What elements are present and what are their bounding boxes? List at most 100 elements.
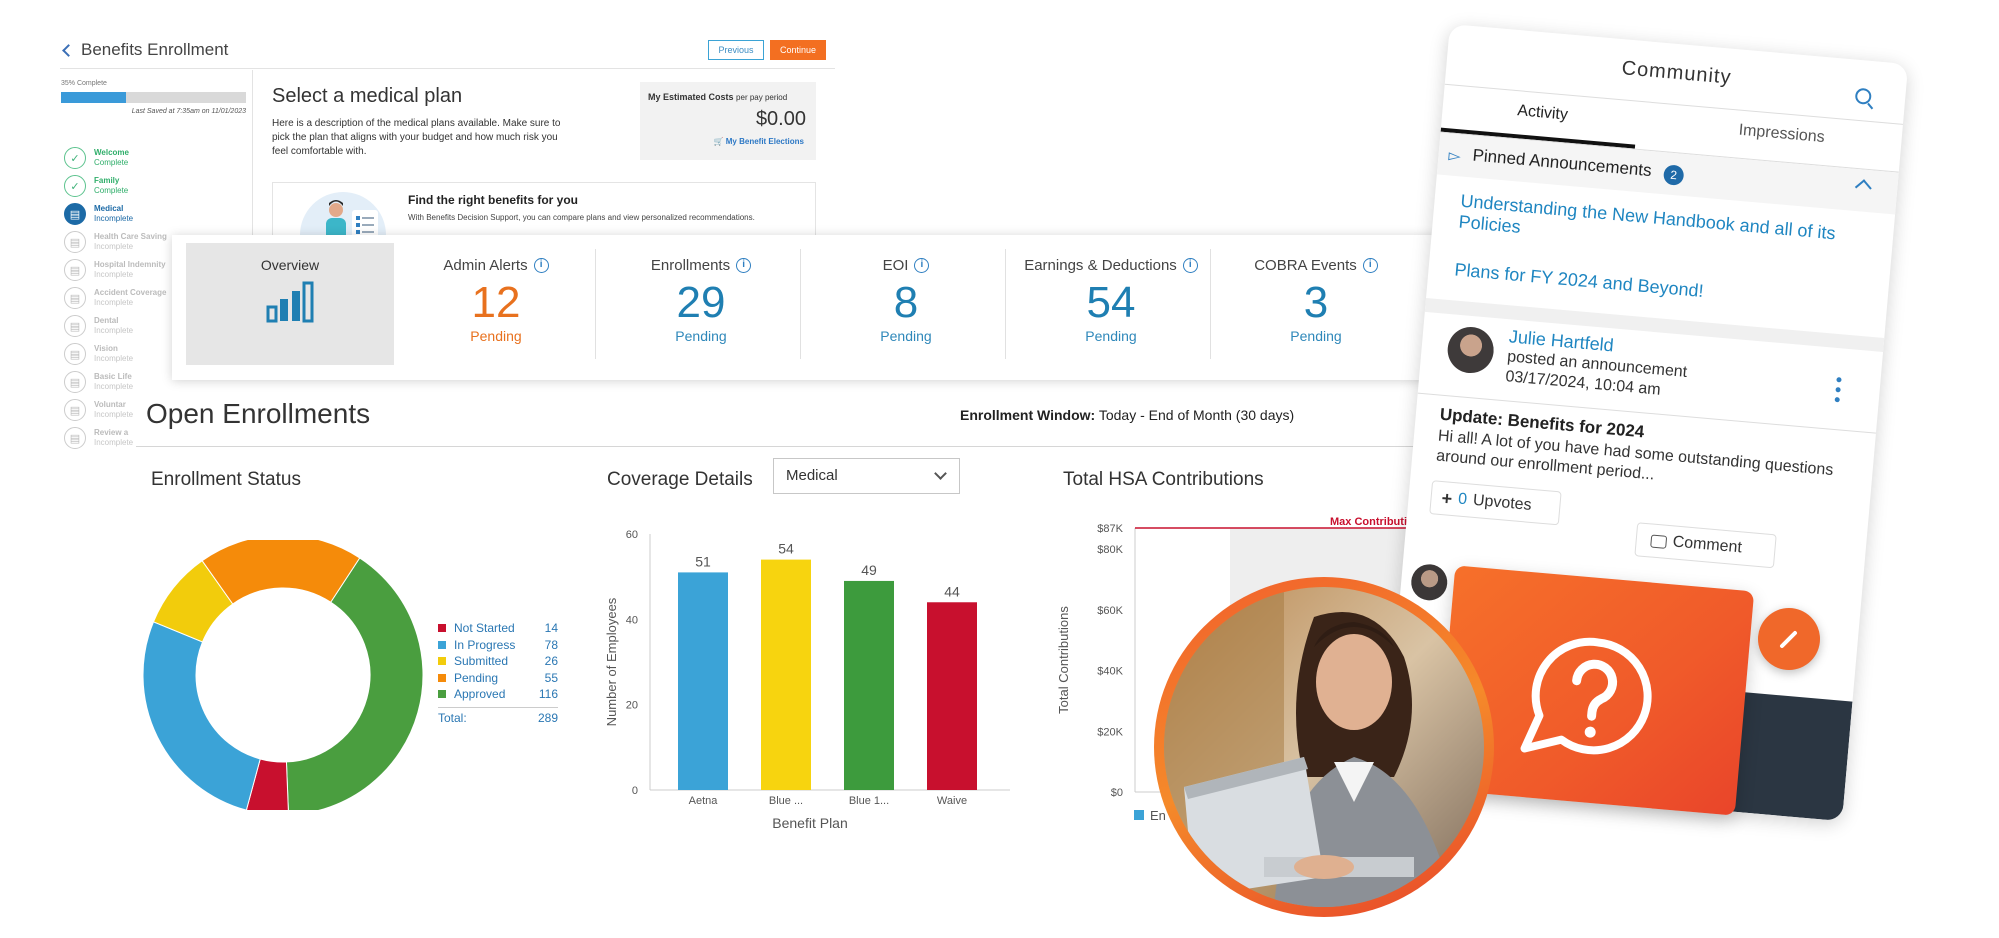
megaphone-icon: ▻ (1447, 147, 1462, 166)
step-status: Incomplete (94, 354, 134, 363)
avatar[interactable] (1409, 562, 1449, 602)
upvote-count: 0 (1457, 490, 1468, 509)
continue-button[interactable]: Continue (770, 40, 826, 60)
step-item[interactable]: ▤ Dental Incomplete (64, 312, 133, 340)
avatar[interactable] (1445, 325, 1496, 375)
y-axis-label: Number of Employees (604, 597, 619, 726)
page-title: Select a medical plan (272, 85, 463, 107)
legend-item[interactable]: Submitted 26 (438, 653, 558, 670)
info-icon[interactable]: i (533, 258, 549, 273)
donut-slice[interactable] (285, 557, 424, 810)
step-item[interactable]: ▤ Accident Coverage Incomplete (64, 284, 166, 312)
coverage-details-title: Coverage Details (607, 469, 753, 490)
info-icon[interactable]: i (1362, 258, 1378, 273)
compose-button[interactable] (1758, 608, 1820, 670)
step-item[interactable]: ▤ Voluntar Incomplete (64, 396, 133, 424)
legend-item[interactable]: Not Started 14 (438, 620, 558, 637)
section-title: Open Enrollments (146, 398, 371, 429)
step-title: Voluntar (94, 400, 126, 409)
step-text: Accident Coverage Incomplete (94, 288, 166, 308)
legend-item[interactable]: Approved 116 (438, 686, 558, 703)
step-item[interactable]: ▤ Health Care Saving Incomplete (64, 228, 167, 256)
legend-value: 55 (544, 670, 558, 685)
document-icon: ▤ (64, 231, 86, 253)
y-tick-label: 40 (626, 614, 638, 626)
stat-divider (595, 249, 596, 359)
comment-button[interactable]: Comment (1634, 522, 1777, 569)
step-item[interactable]: ▤ Review a Incomplete (64, 424, 133, 452)
chevron-up-icon[interactable] (1854, 179, 1872, 197)
donut-slice[interactable] (143, 621, 261, 810)
search-icon[interactable] (1854, 87, 1872, 105)
info-icon[interactable]: i (914, 258, 930, 273)
document-icon: ▤ (64, 315, 86, 337)
x-axis-label: Benefit Plan (772, 815, 848, 831)
step-item[interactable]: ✓ Family Complete (64, 172, 128, 200)
stat-status: Pending (675, 328, 727, 344)
step-item[interactable]: ✓ Welcome Complete (64, 144, 129, 172)
bar-value-label: 51 (695, 553, 711, 569)
tab-activity[interactable]: Activity (1516, 102, 1569, 124)
step-text: Voluntar Incomplete (94, 400, 133, 420)
stat-card[interactable]: Earnings & Deductions i 54 Pending (1011, 243, 1211, 365)
bar[interactable] (927, 602, 977, 790)
step-item[interactable]: ▤ Basic Life Incomplete (64, 368, 133, 396)
benefit-elections-link[interactable]: 🛒 My Benefit Elections (713, 137, 804, 146)
info-icon[interactable]: i (1182, 258, 1198, 273)
bar[interactable] (761, 559, 811, 790)
stat-divider (1210, 249, 1211, 359)
x-tick-label: Blue ... (769, 795, 803, 807)
stat-card[interactable]: COBRA Events i 3 Pending (1216, 243, 1416, 365)
enrollment-status-legend: Not Started 14 In Progress 78 Submitted 26 Pen… (438, 620, 558, 725)
stat-label: Enrollments i (601, 257, 801, 274)
enrollment-window: Enrollment Window: Today - End of Month … (960, 407, 1295, 423)
y-tick-label: $80K (1097, 544, 1123, 556)
y-tick-label: 0 (632, 785, 638, 797)
stat-value: 12 (471, 278, 521, 327)
legend-value: 26 (544, 654, 558, 669)
step-item[interactable]: ▤ Hospital Indemnity Incomplete (64, 256, 166, 284)
legend-value: 116 (538, 687, 558, 702)
legend-item[interactable]: Pending 55 (438, 670, 558, 687)
legend-swatch (438, 690, 446, 699)
step-title: Hospital Indemnity (94, 260, 166, 269)
donut-slice[interactable] (201, 540, 361, 605)
info-icon[interactable]: i (736, 258, 752, 273)
tab-impressions[interactable]: Impressions (1737, 121, 1826, 147)
stat-status: Pending (1085, 328, 1137, 344)
y-tick-label: $87K (1097, 523, 1123, 535)
bar[interactable] (844, 580, 894, 790)
stat-card[interactable]: Enrollments i 29 Pending (601, 243, 801, 365)
more-options-icon[interactable] (1834, 377, 1843, 407)
stat-card[interactable]: EOI i 8 Pending (806, 243, 1006, 365)
step-title: Dental (94, 316, 119, 325)
coverage-type-value: Medical (786, 467, 838, 484)
bar-value-label: 44 (944, 583, 960, 599)
step-item[interactable]: ▤ Medical Incomplete (64, 200, 133, 228)
stat-value: 54 (1086, 278, 1136, 327)
step-item[interactable]: ▤ Vision Incomplete (64, 340, 133, 368)
upvote-label: Upvotes (1472, 491, 1533, 514)
upvote-button[interactable]: + 0 Upvotes (1429, 480, 1562, 526)
bar[interactable] (678, 572, 728, 790)
legend-total: Total: 289 (438, 706, 558, 725)
stat-value: 29 (676, 278, 726, 327)
back-link-label: Benefits Enrollment (81, 40, 229, 59)
legend-swatch (438, 673, 446, 682)
previous-button[interactable]: Previous (708, 40, 764, 60)
tab-overview[interactable]: Overview (186, 243, 394, 365)
legend-label: En (1150, 808, 1166, 823)
stat-card[interactable]: Admin Alerts i 12 Pending (396, 243, 596, 365)
legend-label: Submitted (454, 654, 509, 669)
stat-divider (1005, 249, 1006, 359)
document-icon: ▤ (64, 343, 86, 365)
stat-label: Admin Alerts i (396, 257, 596, 274)
hsa-contributions-title: Total HSA Contributions (1063, 469, 1264, 490)
last-saved-text: Last Saved at 7:35am on 11/01/2023 (131, 108, 246, 115)
legend-value: 78 (544, 637, 558, 652)
comment-label: Comment (1671, 533, 1743, 557)
legend-item[interactable]: In Progress 78 (438, 637, 558, 654)
coverage-type-select[interactable]: Medical (773, 458, 960, 494)
find-benefits-title: Find the right benefits for you (408, 193, 578, 207)
back-link[interactable]: Benefits Enrollment (62, 40, 229, 60)
